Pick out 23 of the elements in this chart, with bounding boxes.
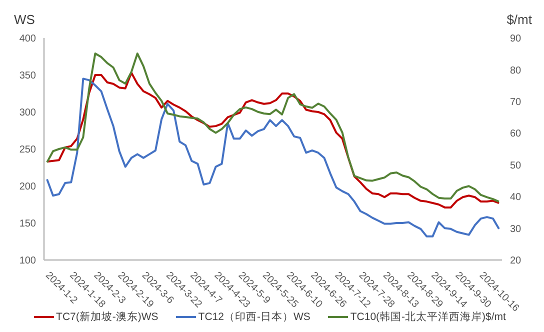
y-tick-label: 150 xyxy=(19,218,36,230)
y-tick-label: 350 xyxy=(19,70,36,82)
y2-tick-label: 70 xyxy=(510,96,522,108)
legend-label: TC12（印西-日本）WS xyxy=(198,310,310,324)
y2-tick-label: 60 xyxy=(510,128,522,140)
y2-tick-label: 50 xyxy=(510,160,522,172)
y-axis-title: WS xyxy=(14,12,35,27)
y2-axis-title: $/mt xyxy=(506,12,532,27)
legend-label: TC7(新加坡-澳东)WS xyxy=(56,310,158,324)
y-tick-label: 400 xyxy=(19,34,36,45)
line-series xyxy=(46,52,500,203)
line-series xyxy=(46,72,500,208)
y2-tick-label: 40 xyxy=(510,192,522,204)
legend-label: TC10(韩国-北太平洋西海岸)$/mt xyxy=(350,311,506,324)
y2-tick-label: 20 xyxy=(510,256,522,267)
y-tick-label: 200 xyxy=(19,182,36,193)
y-tick-label: 100 xyxy=(19,256,36,267)
y-tick-label: 300 xyxy=(19,108,36,119)
y2-tick-label: 90 xyxy=(510,34,522,45)
y2-tick-label: 80 xyxy=(510,65,522,76)
y-tick-label: 250 xyxy=(19,144,36,156)
y2-tick-label: 30 xyxy=(510,224,522,235)
line-series xyxy=(46,78,500,238)
